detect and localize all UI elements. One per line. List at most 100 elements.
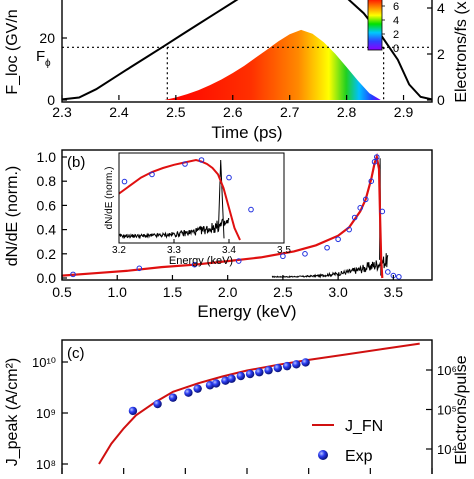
data-point bbox=[351, 214, 358, 221]
exp-point bbox=[184, 388, 193, 397]
data-point bbox=[136, 265, 143, 272]
x-tick-label: 3.5 bbox=[384, 284, 404, 300]
y-tick-label: 0.0 bbox=[37, 270, 57, 286]
panel-b-x-ticks: 0.5 1.0 1.5 2.0 2.5 3.0 3.5 bbox=[52, 275, 403, 300]
exp-point bbox=[292, 360, 301, 369]
exp-point bbox=[255, 368, 264, 377]
data-point bbox=[371, 159, 378, 165]
inset-x-tick-label: 3.2 bbox=[112, 245, 126, 256]
inset-simulated-spectrum bbox=[119, 158, 241, 241]
data-point bbox=[373, 154, 380, 160]
panel-c-label: (c) bbox=[67, 345, 85, 362]
y-tick-label: 0.2 bbox=[37, 246, 57, 262]
inset-y-label: dN/dE (norm.) bbox=[104, 167, 115, 230]
inset-x-ticks: 3.2 3.3 3.4 3.5 bbox=[112, 239, 291, 256]
x-tick-label: 2.9 bbox=[394, 104, 414, 120]
inset-data-point bbox=[121, 178, 128, 185]
inset-x-tick-label: 3.3 bbox=[167, 245, 181, 256]
y-tick-label: 0 bbox=[47, 92, 55, 108]
data-point bbox=[362, 196, 369, 203]
data-point bbox=[324, 244, 330, 251]
exp-point bbox=[273, 363, 283, 373]
panel-c-x-ticks bbox=[61, 468, 433, 474]
inset-data-point bbox=[198, 157, 205, 163]
panel-a-y-ticks: 0 20 bbox=[39, 30, 67, 108]
x-tick-label: 2.4 bbox=[109, 104, 129, 120]
data-point bbox=[379, 208, 386, 215]
data-point bbox=[368, 178, 375, 184]
panel-b: 0.5 1.0 1.5 2.0 2.5 3.0 3.5 0.0 0.2 0.4 0.6 0.8 1.0… bbox=[4, 149, 433, 321]
exp-point bbox=[282, 361, 292, 371]
legend-exp-swatch bbox=[318, 450, 328, 460]
panel-b-label: (b) bbox=[67, 154, 85, 171]
exp-point bbox=[264, 366, 273, 375]
x-tick-label: 3.0 bbox=[328, 284, 348, 300]
y-tick-label: 10⁸ bbox=[36, 457, 56, 472]
x-tick-label: 0.5 bbox=[52, 284, 72, 300]
inset-points bbox=[121, 157, 254, 213]
data-point bbox=[346, 226, 352, 233]
y-tick-label: 0.4 bbox=[37, 222, 57, 238]
panel-b-x-label: Energy (keV) bbox=[197, 302, 296, 321]
inset-frame bbox=[118, 152, 285, 244]
panel-b-inset: 3.2 3.3 3.4 3.5 Energy (keV) dN/dE (norm.) bbox=[104, 152, 291, 267]
measured-spectrum bbox=[271, 158, 389, 279]
x-tick-label: 2.0 bbox=[218, 284, 238, 300]
legend-exp-label: Exp bbox=[345, 448, 373, 465]
colorbar-tick-label: 6 bbox=[393, 1, 399, 13]
inset-data-point bbox=[149, 171, 155, 178]
data-point bbox=[280, 253, 286, 260]
y2-tick-label: 0 bbox=[437, 92, 445, 108]
x-tick-label: 2.6 bbox=[223, 104, 243, 120]
threshold-subscript: ϕ bbox=[45, 58, 51, 69]
exp-points bbox=[128, 358, 310, 416]
x-tick-label: 1.5 bbox=[163, 284, 183, 300]
panel-a-y2-label: Electrons/fs (x bbox=[453, 1, 470, 102]
panel-a-x-label: Time (ps) bbox=[211, 123, 282, 142]
colorbar-tick-label: 2 bbox=[393, 29, 399, 41]
data-point bbox=[302, 251, 308, 257]
y-tick-label: 0.8 bbox=[37, 173, 57, 189]
exp-point bbox=[153, 399, 162, 409]
panel-a-y-label: F_loc (GV/n bbox=[4, 9, 21, 94]
panel-b-frame bbox=[61, 149, 433, 281]
panel-a-frame bbox=[61, 0, 433, 103]
exp-point bbox=[211, 379, 221, 388]
data-point bbox=[235, 258, 242, 264]
inset-x-tick-label: 3.4 bbox=[222, 245, 236, 256]
x-tick-label: 2.7 bbox=[280, 104, 300, 120]
spectrum-points bbox=[70, 154, 402, 280]
inset-data-point bbox=[182, 161, 188, 167]
panel-c-y2-ticks: 10⁴ 10⁵ 10⁶ bbox=[426, 363, 457, 457]
data-point bbox=[396, 273, 402, 280]
panel-c-y2-label: Electrons/pulse bbox=[453, 355, 470, 464]
x-tick-label: 2.5 bbox=[273, 284, 293, 300]
y2-tick-label: 4 bbox=[437, 0, 445, 16]
panel-b-y-ticks: 0.0 0.2 0.4 0.6 0.8 1.0 bbox=[37, 149, 67, 286]
panel-a-x-ticks: 2.3 2.4 2.5 2.6 2.7 2.8 2.9 bbox=[52, 95, 413, 120]
y-tick-label: 10¹⁰ bbox=[32, 355, 56, 370]
exp-point bbox=[227, 374, 236, 383]
x-tick-label: 2.5 bbox=[166, 104, 186, 120]
exp-point bbox=[245, 369, 255, 379]
x-tick-label: 2.3 bbox=[52, 104, 72, 120]
inset-measured-spectrum bbox=[119, 159, 230, 240]
data-point bbox=[385, 269, 391, 275]
y-tick-label: 1.0 bbox=[37, 149, 57, 165]
inset-data-point bbox=[226, 174, 232, 181]
y2-tick-label: 10⁵ bbox=[437, 403, 457, 418]
y-tick-label: 10⁹ bbox=[36, 406, 56, 421]
legend-jfn-label: J_FN bbox=[345, 418, 383, 435]
field-curve bbox=[62, 0, 432, 101]
panel-a: 2.3 2.4 2.5 2.6 2.7 2.8 2.9 020 024 Time (ps) … bbox=[4, 0, 470, 142]
simulated-spectrum bbox=[62, 152, 384, 279]
y-tick-label: 0.6 bbox=[37, 197, 57, 213]
colorbar-ticks: 02468 bbox=[382, 1, 399, 55]
exp-point bbox=[128, 406, 138, 416]
exp-point bbox=[236, 371, 246, 381]
inset-x-label: Energy (keV) bbox=[169, 255, 233, 267]
jfn-curve bbox=[98, 342, 420, 465]
inset-x-tick-label: 3.5 bbox=[277, 245, 291, 256]
